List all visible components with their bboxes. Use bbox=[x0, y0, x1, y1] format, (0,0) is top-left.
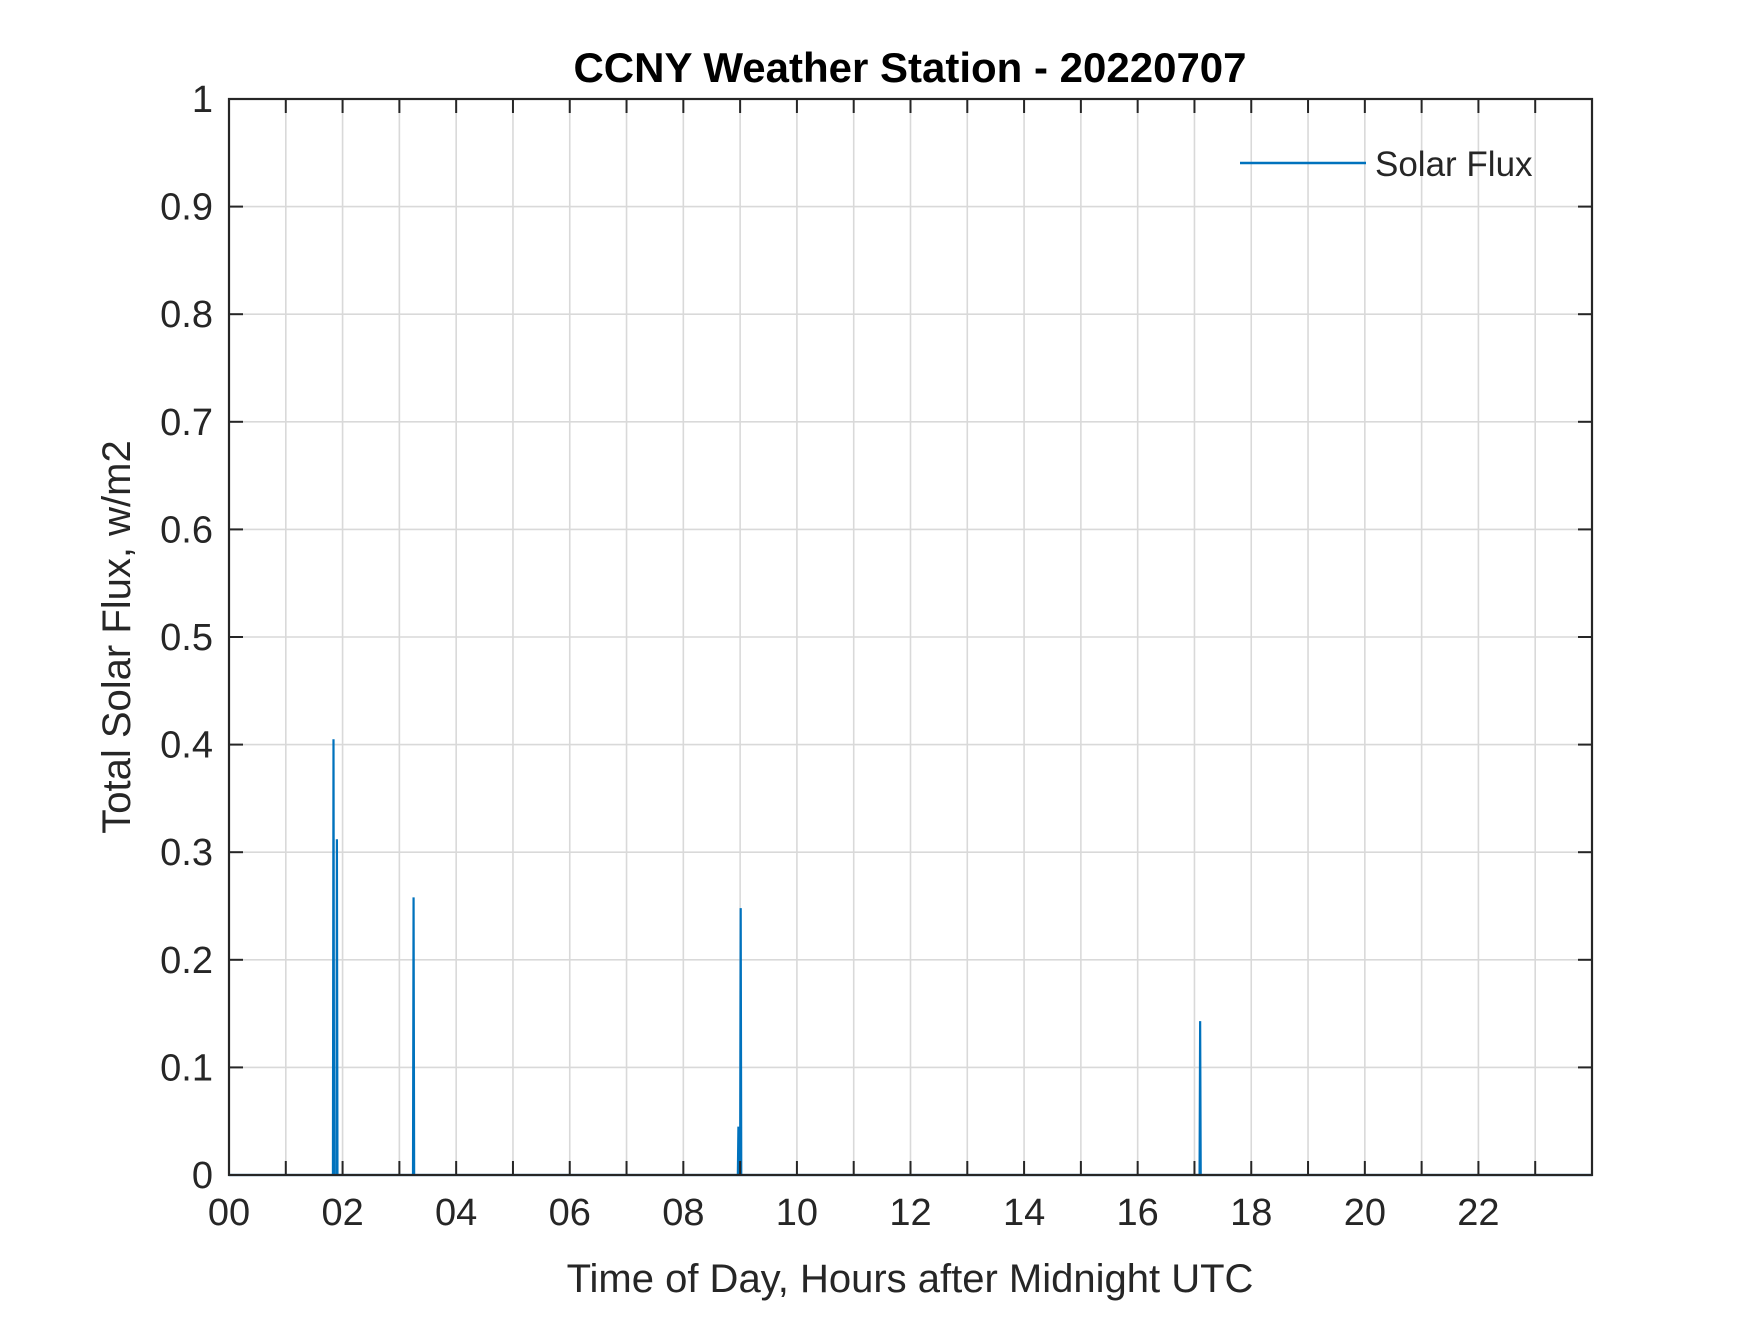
x-tick-label: 14 bbox=[1003, 1192, 1045, 1234]
y-tick-label: 0.8 bbox=[160, 294, 213, 336]
x-tick-label: 06 bbox=[549, 1192, 591, 1234]
legend: Solar Flux bbox=[1240, 145, 1533, 184]
tick-label-layer: 0 0.1 0.2 0.3 0.4 0.5 0.6 0.7 0.8 0.9 1 00 02 04 06 08 1… bbox=[160, 79, 1499, 1234]
x-tick-label: 16 bbox=[1117, 1192, 1159, 1234]
y-tick-label: 0.1 bbox=[160, 1047, 213, 1089]
x-axis-label: Time of Day, Hours after Midnight UTC bbox=[567, 1257, 1254, 1301]
y-tick-label: 0.2 bbox=[160, 940, 213, 982]
x-tick-label: 08 bbox=[662, 1192, 704, 1234]
x-tick-label: 12 bbox=[889, 1192, 931, 1234]
y-tick-label: 0.6 bbox=[160, 509, 213, 551]
x-tick-label: 00 bbox=[208, 1192, 250, 1234]
y-tick-label: 0.9 bbox=[160, 187, 213, 229]
x-tick-label: 04 bbox=[435, 1192, 477, 1234]
x-tick-label: 20 bbox=[1344, 1192, 1386, 1234]
y-tick-label: 0.7 bbox=[160, 402, 213, 444]
x-tick-label: 10 bbox=[776, 1192, 818, 1234]
x-tick-label: 18 bbox=[1230, 1192, 1272, 1234]
x-tick-label: 22 bbox=[1457, 1192, 1499, 1234]
y-tick-label: 0 bbox=[192, 1155, 213, 1197]
x-tick-label: 02 bbox=[321, 1192, 363, 1234]
y-tick-label: 0.3 bbox=[160, 832, 213, 874]
y-axis-label: Total Solar Flux, w/m2 bbox=[95, 440, 139, 833]
grid-layer bbox=[229, 99, 1592, 1175]
legend-label-solar-flux: Solar Flux bbox=[1375, 145, 1533, 184]
y-tick-label: 0.5 bbox=[160, 617, 213, 659]
tick-layer bbox=[229, 98, 1592, 1176]
chart-title: CCNY Weather Station - 20220707 bbox=[573, 44, 1246, 91]
y-tick-label: 1 bbox=[192, 79, 213, 121]
y-tick-label: 0.4 bbox=[160, 725, 213, 767]
